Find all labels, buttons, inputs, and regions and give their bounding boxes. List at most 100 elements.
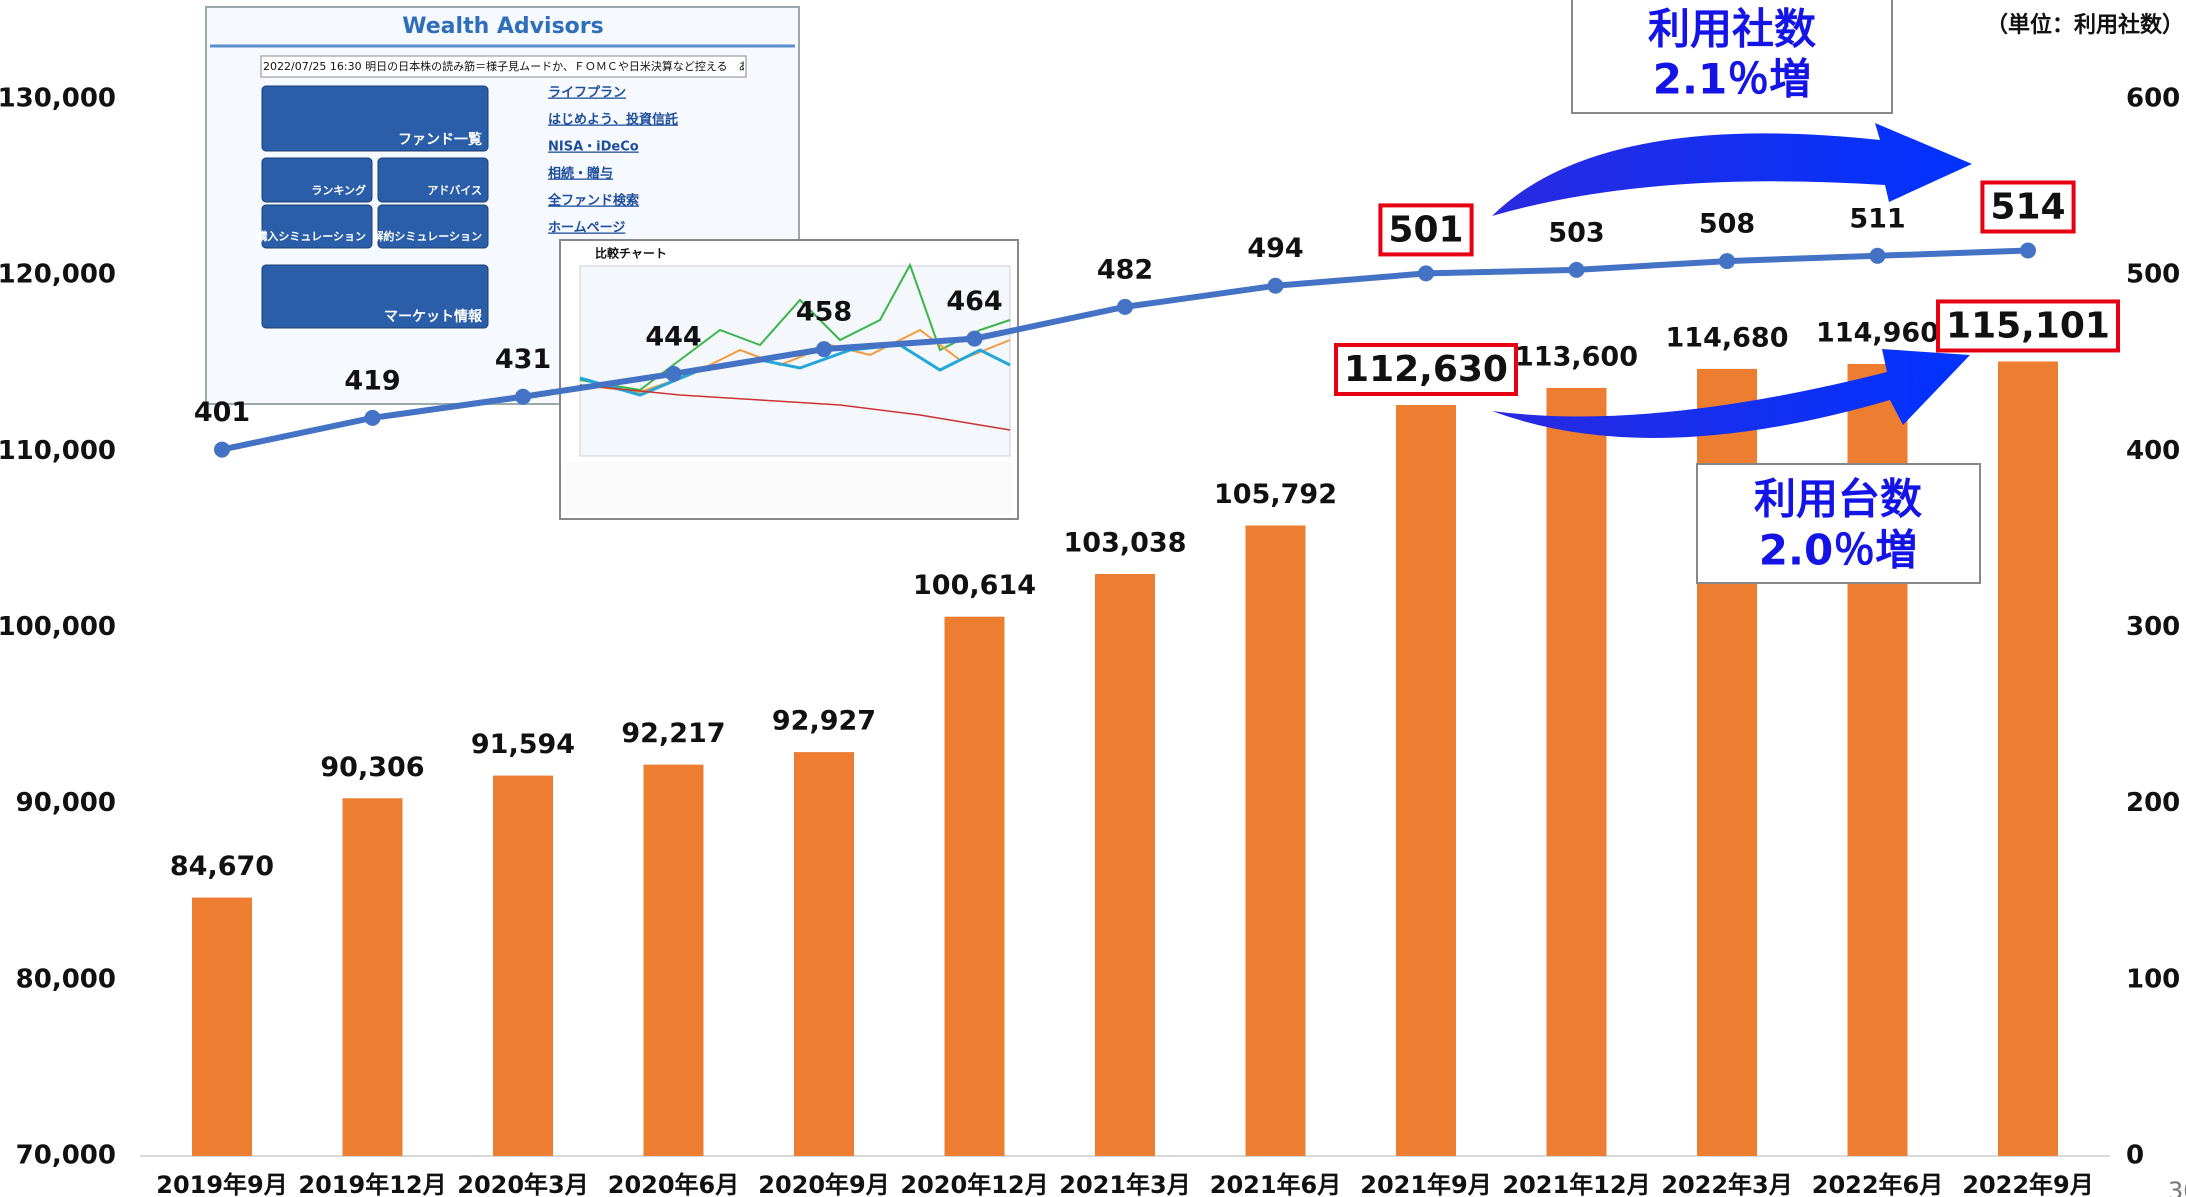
line-value-label: 514 — [1990, 187, 2065, 228]
y-tick-label: 80,000 — [16, 964, 116, 994]
x-tick-label: 2020年12月 — [900, 1171, 1048, 1197]
bar-value-label: 103,038 — [1064, 527, 1187, 558]
inset-chart-screenshot: 比較チャート — [559, 239, 1019, 520]
headline-wrap: 2022/07/25 16:30 明日の日本株の読み筋＝様子見ムードか、ＦＯＭＣ… — [263, 60, 744, 73]
y-tick-label: 100,000 — [0, 612, 116, 642]
x-tick-label: 2021年3月 — [1059, 1171, 1191, 1197]
bar — [493, 775, 553, 1156]
bar — [944, 616, 1005, 1156]
x-tick-label: 2020年3月 — [457, 1171, 589, 1197]
line-point — [1719, 253, 1735, 270]
y2-tick-label: 200 — [2126, 788, 2180, 818]
y2-tick-label: 300 — [2126, 612, 2180, 642]
y-tick-label: 70,000 — [16, 1141, 116, 1171]
inset-link: はじめよう、投資信託 — [548, 112, 678, 128]
bar-value-label: 84,670 — [170, 851, 274, 882]
bar-value-label: 113,600 — [1515, 341, 1638, 372]
inset-line — [579, 343, 1011, 397]
callout-box — [1696, 463, 1981, 584]
x-tick-label: 2019年9月 — [156, 1171, 288, 1197]
inset-link: NISA・iDeCo — [548, 140, 639, 155]
line-value-label: 511 — [1849, 203, 1905, 234]
inset-line — [579, 262, 1011, 392]
line-point — [665, 365, 682, 382]
line-point — [1418, 265, 1434, 282]
inset-button — [261, 204, 373, 249]
inset-button — [261, 264, 489, 329]
inset-link: ライフプラン — [548, 86, 626, 101]
highlight-box — [1980, 180, 2076, 234]
x-tick-label: 2022年6月 — [1812, 1171, 1944, 1197]
highlight-box — [1378, 203, 1474, 257]
y2-tick-label: 600 — [2126, 84, 2180, 114]
y2-tick-label: 100 — [2126, 964, 2180, 994]
inset-button — [377, 157, 489, 203]
bar — [794, 752, 854, 1156]
inset-title: Wealth Advisors — [402, 14, 603, 39]
highlight-box — [1334, 343, 1518, 397]
line-value-label: 401 — [194, 397, 250, 428]
line-value-label: 482 — [1097, 254, 1153, 285]
y2-axis-label: （単位：利用社数） — [1986, 12, 2184, 38]
y2-tick-label: 500 — [2126, 260, 2180, 290]
arrow — [1492, 349, 1970, 438]
x-tick-label: 2021年12月 — [1502, 1171, 1650, 1197]
inset-button-label: アドバイス — [427, 184, 482, 197]
bar — [1998, 361, 2058, 1156]
bar-value-label: 91,594 — [471, 729, 575, 760]
line-point — [515, 388, 531, 405]
page-number: 30 — [2168, 1177, 2186, 1197]
inset-link: 相続・贈与 — [548, 166, 613, 182]
x-tick-label: 2020年6月 — [608, 1171, 740, 1197]
inset-chart-title: 比較チャート — [595, 246, 667, 261]
inset-link: 全ファンド検索 — [547, 193, 639, 209]
x-tick-label: 2021年6月 — [1210, 1171, 1342, 1197]
callout-box — [1571, 0, 1893, 114]
line-value-label: 508 — [1699, 209, 1755, 240]
line-point — [364, 409, 381, 426]
highlight-box — [1936, 299, 2120, 353]
bar — [342, 798, 403, 1156]
inset-button-label: マーケット情報 — [384, 308, 483, 325]
bar-value-label: 114,680 — [1666, 322, 1789, 353]
inset-button-label: 購入シミュレーション — [255, 229, 366, 243]
bar — [1245, 525, 1306, 1156]
line-value-label: 464 — [946, 286, 1002, 317]
inset-plot — [579, 265, 1011, 457]
bar-value-label: 90,306 — [320, 752, 424, 783]
y-tick-label: 110,000 — [0, 436, 116, 466]
inset-button-label: 解約シミュレーション — [372, 229, 482, 243]
headline-box — [260, 55, 747, 78]
line-value-label: 444 — [645, 321, 701, 352]
callout-text: 2.0％増 — [1759, 526, 1917, 575]
bar-value-label: 92,217 — [621, 718, 725, 749]
inset-table — [566, 462, 1012, 514]
callout-text: 利用台数 — [1754, 475, 1922, 524]
x-tick-label: 2020年9月 — [758, 1171, 890, 1197]
inset-button — [261, 85, 489, 152]
line-value-label: 431 — [495, 344, 551, 375]
bar — [643, 764, 704, 1156]
bar-value-label: 115,101 — [1946, 305, 2110, 346]
line-point — [1869, 247, 1886, 264]
x-tick-label: 2022年3月 — [1661, 1171, 1793, 1197]
inset-line — [579, 384, 1011, 431]
bar-value-label: 105,792 — [1214, 479, 1337, 510]
bar — [1396, 405, 1456, 1157]
plot-area: 70,000 80,000 90,000 100,000 110,000 120,000 1… — [0, 84, 2180, 1197]
labels: 84,670 90,306 91,594 92,217 92,927 100,614 103… — [170, 180, 2120, 882]
y2-tick-label: 400 — [2126, 436, 2180, 466]
x-tick-label: 2021年9月 — [1360, 1171, 1492, 1197]
headline: 2022/07/25 16:30 明日の日本株の読み筋＝様子見ムードか、ＦＯＭＣ… — [263, 60, 744, 73]
line-point — [214, 441, 230, 458]
bar-value-label: 112,630 — [1344, 349, 1508, 390]
line-point — [1117, 298, 1133, 315]
inset-link: ホームページ — [548, 221, 625, 236]
y-tick-label: 90,000 — [16, 788, 116, 818]
inset-button-label: ランキング — [311, 183, 366, 197]
arrow — [1492, 123, 1972, 216]
